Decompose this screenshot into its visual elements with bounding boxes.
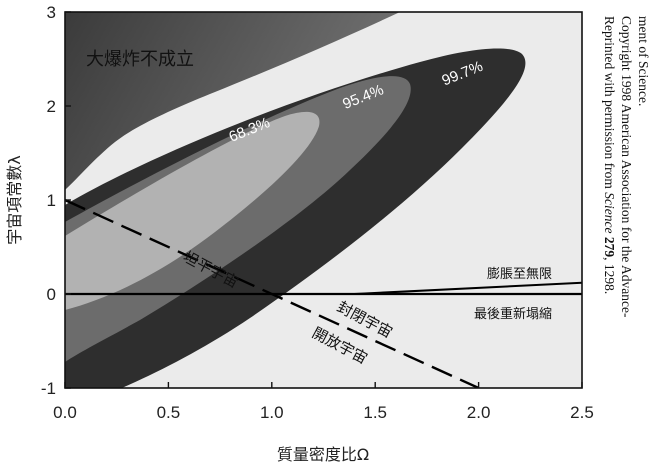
x-tick-label: 0.0 xyxy=(53,403,77,422)
credit-suffix: , 1298. xyxy=(602,257,617,294)
y-tick-label: 2 xyxy=(47,97,56,116)
x-axis-label: 質量密度比Ω xyxy=(277,445,369,464)
region-label-recollapse: 最後重新塌縮 xyxy=(474,306,552,322)
y-tick-label: 0 xyxy=(47,285,56,304)
credit-volume: 279 xyxy=(602,237,617,258)
credit-journal: Science xyxy=(602,192,617,233)
y-tick-label: 1 xyxy=(47,191,56,210)
credit-line-2: Copyright 1998 American Association for … xyxy=(619,16,634,318)
region-label-expand-forever: 膨脹至無限 xyxy=(487,267,552,282)
credit-line-3: ment of Science. xyxy=(636,16,651,106)
y-tick-label: 3 xyxy=(47,3,56,22)
x-tick-label: 1.0 xyxy=(260,403,284,422)
x-tick-label: 1.5 xyxy=(363,403,387,422)
region-label-no-big-bang: 大爆炸不成立 xyxy=(86,49,194,70)
credit-line-1: Reprinted with permission from Science 2… xyxy=(602,16,617,294)
credit-prefix: Reprinted with permission from xyxy=(602,16,617,192)
x-tick-label: 2.5 xyxy=(570,403,594,422)
x-tick-label: 0.5 xyxy=(157,403,181,422)
y-axis-label: 宇宙項常數λ xyxy=(5,155,24,244)
x-tick-label: 2.0 xyxy=(467,403,491,422)
y-tick-label: -1 xyxy=(41,379,56,398)
